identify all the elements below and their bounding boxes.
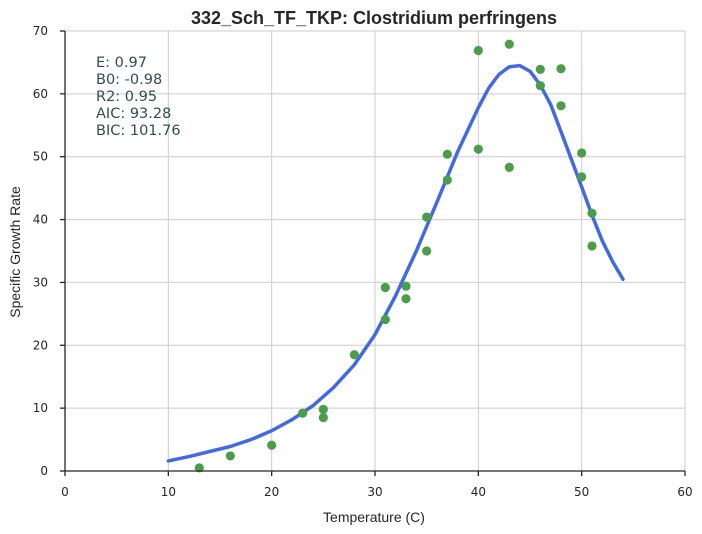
fit-curve-layer xyxy=(166,63,625,463)
x-tick-label: 0 xyxy=(61,485,69,499)
data-point xyxy=(473,144,483,154)
y-tick-label: 40 xyxy=(33,213,48,227)
data-point xyxy=(349,350,359,360)
x-tick-label: 50 xyxy=(574,485,589,499)
x-tick-label: 20 xyxy=(264,485,279,499)
y-axis-label: Specific Growth Rate xyxy=(7,186,23,318)
y-tick-label: 20 xyxy=(33,338,48,352)
data-point xyxy=(535,81,545,91)
data-point xyxy=(380,314,390,325)
x-tick-label: 10 xyxy=(161,485,176,499)
y-tick-label: 50 xyxy=(33,150,48,164)
data-point xyxy=(587,241,597,251)
y-tick-label: 70 xyxy=(33,24,48,38)
data-point xyxy=(556,101,566,111)
data-point xyxy=(422,246,432,256)
x-tick-label: 30 xyxy=(367,485,382,499)
y-tick-label: 10 xyxy=(33,401,48,415)
y-tick-label: 60 xyxy=(33,87,48,101)
data-point xyxy=(577,148,587,158)
x-axis-label: Temperature (C) xyxy=(323,509,425,525)
x-tick-label: 40 xyxy=(471,485,486,499)
data-point xyxy=(442,175,452,185)
data-point xyxy=(504,162,514,172)
data-point xyxy=(473,45,483,56)
data-points-layer xyxy=(194,39,597,473)
y-tick-label: 30 xyxy=(33,275,48,289)
fit-curve xyxy=(166,63,625,463)
stats-annotation: E: 0.97 B0: -0.98 R2: 0.95 AIC: 93.28 BI… xyxy=(96,55,181,139)
data-point xyxy=(194,463,204,473)
y-tick-label: 0 xyxy=(40,464,48,478)
data-point xyxy=(225,451,235,461)
axes xyxy=(60,30,686,476)
stat-aic: AIC: 93.28 xyxy=(96,106,171,122)
stat-b0: B0: -0.98 xyxy=(96,72,162,88)
data-point xyxy=(577,172,587,182)
tick-labels: 0 10 20 30 40 50 60 0 10 20 30 40 50 60 70 xyxy=(33,24,693,499)
data-point xyxy=(298,408,308,418)
data-point xyxy=(401,281,411,291)
chart-title: 332_Sch_TF_TKP: Clostridium perfringens xyxy=(191,8,557,28)
stat-r2: R2: 0.95 xyxy=(96,89,157,105)
grid-lines xyxy=(65,30,686,471)
x-tick-label: 60 xyxy=(677,485,692,499)
data-point xyxy=(535,64,545,74)
data-point xyxy=(318,404,328,414)
data-point xyxy=(504,39,514,49)
data-point xyxy=(318,412,328,423)
data-point xyxy=(442,149,452,159)
data-point xyxy=(267,440,277,450)
data-point xyxy=(401,294,411,304)
data-point xyxy=(556,64,566,74)
stat-bic: BIC: 101.76 xyxy=(96,123,181,139)
stat-e: E: 0.97 xyxy=(96,55,147,71)
data-point xyxy=(587,208,597,218)
data-point xyxy=(422,212,432,222)
data-point xyxy=(380,282,390,293)
